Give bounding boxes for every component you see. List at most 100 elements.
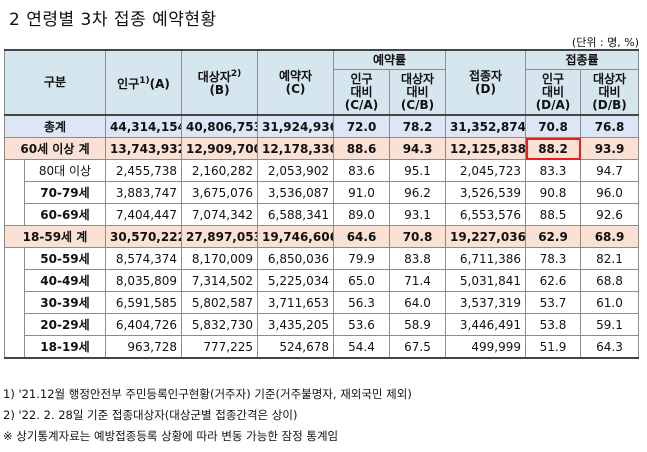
cell-vaccinated: 3,446,491 xyxy=(445,313,526,336)
cell-target: 3,675,076 xyxy=(181,181,258,204)
cell-vrate-pop: 51.9 xyxy=(525,335,581,359)
table-row: 30-39세 6,591,585 5,802,587 3,711,653 56.… xyxy=(4,291,639,314)
footnote-1: 1) '21.12월 행정안전부 주민등록인구현황(거주자) 기준(거주불명자,… xyxy=(3,387,412,401)
cell-population: 8,574,374 xyxy=(105,247,182,270)
cell-vrate-pop: 53.8 xyxy=(525,313,581,336)
cell-rate-pop: 79.9 xyxy=(333,247,390,270)
vaccination-table: 구분 인구1)(A) 대상자2) (B) 예약자 (C) 예약률 접종자 (D) 접종… xyxy=(4,49,639,359)
cell-population: 2,455,738 xyxy=(105,159,182,182)
cell-population: 6,404,726 xyxy=(105,313,182,336)
cell-rate-pop: 72.0 xyxy=(333,114,390,138)
cell-vrate-pop: 88.5 xyxy=(525,203,581,226)
row-label: 50-59세 xyxy=(24,247,106,270)
header-reservation-rate: 예약률 xyxy=(333,49,446,70)
cell-rate-pop: 56.3 xyxy=(333,291,390,314)
cell-rate-target: 94.3 xyxy=(389,137,446,160)
cell-vrate-target: 68.9 xyxy=(580,225,639,248)
table-row: 40-49세 8,035,809 7,314,502 5,225,034 65.… xyxy=(4,269,639,292)
cell-vaccinated: 2,045,723 xyxy=(445,159,526,182)
table-row: 80대 이상 2,455,738 2,160,282 2,053,902 83.… xyxy=(4,159,639,182)
cell-population: 3,883,747 xyxy=(105,181,182,204)
header-population: 인구1)(A) xyxy=(105,49,182,116)
cell-rate-target: 64.0 xyxy=(389,291,446,314)
cell-vaccinated: 5,031,841 xyxy=(445,269,526,292)
header-vrate-target: 대상자 대비 (D/B) xyxy=(580,69,639,116)
table-row-60plus: 60세 이상 계 13,743,932 12,909,700 12,178,33… xyxy=(4,137,639,160)
cell-reserved: 3,536,087 xyxy=(257,181,334,204)
table-row: 70-79세 3,883,747 3,675,076 3,536,087 91.… xyxy=(4,181,639,204)
cell-vrate-pop: 70.8 xyxy=(525,114,581,138)
table-row-total: 총계 44,314,154 40,806,753 31,924,936 72.0… xyxy=(4,114,639,138)
cell-target: 5,802,587 xyxy=(181,291,258,314)
cell-population: 44,314,154 xyxy=(105,114,182,138)
cell-reserved: 2,053,902 xyxy=(257,159,334,182)
cell-vrate-target: 76.8 xyxy=(580,114,639,138)
cell-vrate-pop-highlighted: 88.2 xyxy=(525,137,581,160)
cell-rate-target: 70.8 xyxy=(389,225,446,248)
header-vaccinated: 접종자 (D) xyxy=(445,49,526,116)
cell-rate-pop: 64.6 xyxy=(333,225,390,248)
cell-vrate-target: 94.7 xyxy=(580,159,639,182)
cell-rate-target: 96.2 xyxy=(389,181,446,204)
table-row-18-59: 18-59세 계 30,570,222 27,897,053 19,746,60… xyxy=(4,225,639,248)
row-label: 18-19세 xyxy=(24,335,106,359)
cell-vrate-target: 82.1 xyxy=(580,247,639,270)
row-label: 60세 이상 계 xyxy=(4,137,106,160)
page-title: 2 연령별 3차 접종 예약현황 xyxy=(9,10,217,30)
unit-label: (단위 : 명, %) xyxy=(571,36,639,49)
cell-vrate-target: 59.1 xyxy=(580,313,639,336)
cell-vaccinated: 12,125,838 xyxy=(445,137,526,160)
cell-rate-pop: 54.4 xyxy=(333,335,390,359)
header-rate-pop: 인구 대비 (C/A) xyxy=(333,69,390,116)
cell-target: 7,314,502 xyxy=(181,269,258,292)
cell-vaccinated: 6,553,576 xyxy=(445,203,526,226)
cell-vrate-target: 64.3 xyxy=(580,335,639,359)
table-row: 60-69세 7,404,447 7,074,342 6,588,341 89.… xyxy=(4,203,639,226)
cell-vaccinated: 499,999 xyxy=(445,335,526,359)
table-row: 50-59세 8,574,374 8,170,009 6,850,036 79.… xyxy=(4,247,639,270)
cell-rate-pop: 83.6 xyxy=(333,159,390,182)
cell-vrate-pop: 83.3 xyxy=(525,159,581,182)
cell-rate-pop: 89.0 xyxy=(333,203,390,226)
footnote-2: 2) '22. 2. 28일 기준 접종대상자(대상군별 접종간격은 상이) xyxy=(3,408,298,422)
footnote-3: ※ 상기통계자료는 예방접종등록 상황에 따라 변동 가능한 잠정 통계임 xyxy=(3,429,339,443)
cell-rate-target: 83.8 xyxy=(389,247,446,270)
cell-target: 777,225 xyxy=(181,335,258,359)
header-target: 대상자2) (B) xyxy=(181,49,258,116)
cell-vaccinated: 31,352,874 xyxy=(445,114,526,138)
cell-vrate-pop: 78.3 xyxy=(525,247,581,270)
cell-reserved: 12,178,330 xyxy=(257,137,334,160)
header-rate-target: 대상자 대비 (C/B) xyxy=(389,69,446,116)
cell-vrate-target: 68.8 xyxy=(580,269,639,292)
cell-rate-pop: 91.0 xyxy=(333,181,390,204)
cell-target: 5,832,730 xyxy=(181,313,258,336)
cell-vaccinated: 19,227,036 xyxy=(445,225,526,248)
cell-reserved: 5,225,034 xyxy=(257,269,334,292)
cell-reserved: 6,850,036 xyxy=(257,247,334,270)
cell-rate-target: 95.1 xyxy=(389,159,446,182)
row-label: 총계 xyxy=(4,114,106,138)
table-row: 20-29세 6,404,726 5,832,730 3,435,205 53.… xyxy=(4,313,639,336)
cell-vaccinated: 3,537,319 xyxy=(445,291,526,314)
cell-target: 27,897,053 xyxy=(181,225,258,248)
cell-population: 963,728 xyxy=(105,335,182,359)
cell-rate-target: 67.5 xyxy=(389,335,446,359)
cell-vrate-pop: 53.7 xyxy=(525,291,581,314)
cell-population: 8,035,809 xyxy=(105,269,182,292)
row-label: 70-79세 xyxy=(24,181,106,204)
row-label: 18-59세 계 xyxy=(4,225,106,248)
cell-vaccinated: 6,711,386 xyxy=(445,247,526,270)
header-reserved: 예약자 (C) xyxy=(257,49,334,116)
cell-rate-target: 93.1 xyxy=(389,203,446,226)
cell-reserved: 31,924,936 xyxy=(257,114,334,138)
cell-population: 13,743,932 xyxy=(105,137,182,160)
cell-vrate-target: 92.6 xyxy=(580,203,639,226)
header-vrate-pop: 인구 대비 (D/A) xyxy=(525,69,581,116)
cell-population: 6,591,585 xyxy=(105,291,182,314)
cell-vrate-pop: 90.8 xyxy=(525,181,581,204)
footnotes: 1) '21.12월 행정안전부 주민등록인구현황(거주자) 기준(거주불명자,… xyxy=(3,384,412,447)
cell-population: 7,404,447 xyxy=(105,203,182,226)
header-category: 구분 xyxy=(4,49,106,116)
cell-target: 40,806,753 xyxy=(181,114,258,138)
cell-target: 2,160,282 xyxy=(181,159,258,182)
